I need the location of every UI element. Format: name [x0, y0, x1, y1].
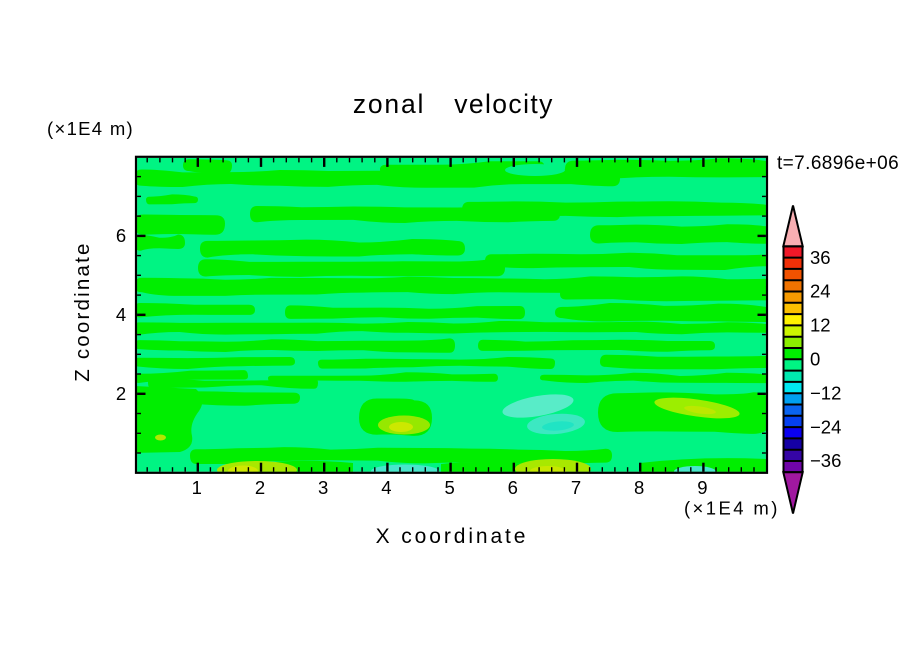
svg-text:−24: −24	[810, 416, 841, 437]
svg-text:6: 6	[508, 477, 518, 498]
svg-text:0: 0	[810, 349, 820, 370]
svg-text:−36: −36	[810, 450, 841, 471]
svg-text:zonal: zonal	[353, 89, 425, 119]
svg-text:5: 5	[444, 477, 454, 498]
svg-text:t=7.6896e+06: t=7.6896e+06	[777, 153, 899, 174]
svg-text:12: 12	[810, 315, 831, 336]
svg-text:8: 8	[634, 477, 644, 498]
svg-text:3: 3	[318, 477, 328, 498]
svg-text:1: 1	[192, 477, 202, 498]
svg-text:2: 2	[116, 383, 126, 404]
svg-text:24: 24	[810, 281, 831, 302]
svg-text:−12: −12	[810, 382, 841, 403]
svg-text:(×1E4 m): (×1E4 m)	[47, 118, 134, 139]
svg-text:velocity: velocity	[454, 89, 554, 119]
svg-text:36: 36	[810, 247, 831, 268]
svg-text:X coordinate: X coordinate	[376, 525, 529, 548]
svg-text:Z coordinate: Z coordinate	[71, 241, 94, 381]
svg-text:6: 6	[116, 225, 126, 246]
svg-text:(×1E4 m): (×1E4 m)	[684, 498, 780, 519]
svg-text:9: 9	[697, 477, 707, 498]
svg-text:4: 4	[116, 304, 126, 325]
svg-text:4: 4	[381, 477, 391, 498]
svg-text:2: 2	[255, 477, 265, 498]
svg-text:7: 7	[571, 477, 581, 498]
